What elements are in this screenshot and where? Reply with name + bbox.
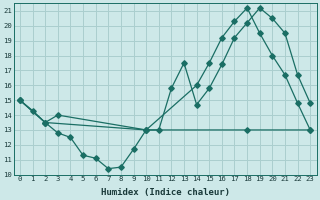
X-axis label: Humidex (Indice chaleur): Humidex (Indice chaleur) (100, 188, 229, 197)
